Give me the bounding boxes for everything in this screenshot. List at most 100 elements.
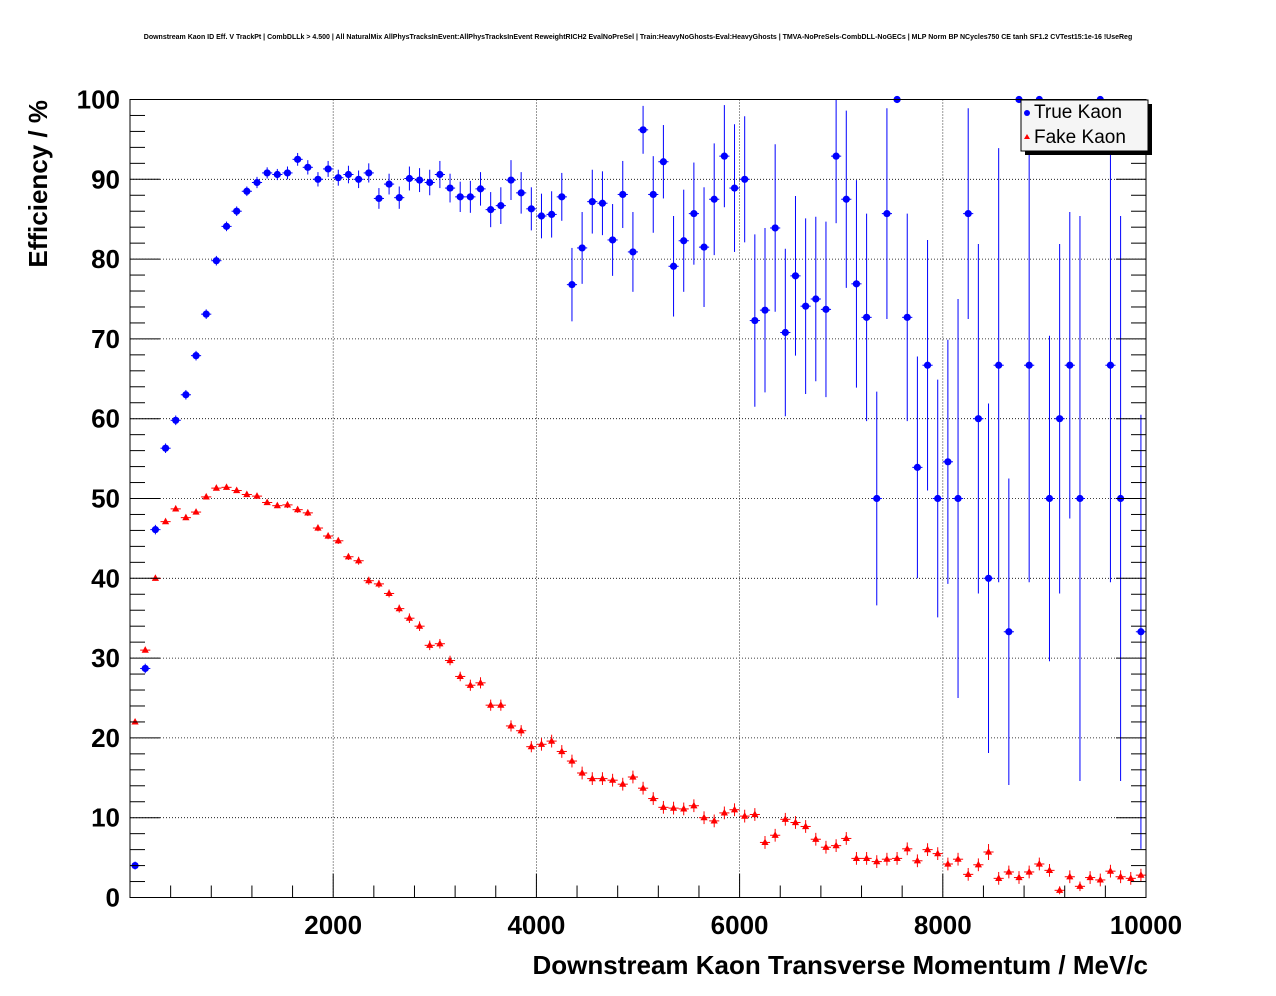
- fake-kaon-point: [151, 574, 159, 581]
- true-kaon-point: [304, 163, 312, 171]
- true-kaon-point: [537, 212, 546, 220]
- true-kaon-point: [182, 391, 190, 399]
- true-kaon-point: [578, 244, 586, 252]
- fake-kaon-point: [294, 505, 302, 513]
- fake-kaon-point: [588, 774, 596, 782]
- x-tick-label: 6000: [711, 910, 769, 940]
- true-kaon-point: [771, 224, 779, 232]
- fake-kaon-point: [893, 854, 901, 861]
- true-kaon-point: [690, 210, 698, 218]
- fake-kaon-point: [1035, 859, 1043, 867]
- fake-kaon-point: [1106, 867, 1115, 874]
- y-tick-label: 20: [91, 723, 120, 753]
- fake-kaon-point: [598, 774, 607, 782]
- fake-kaon-point: [913, 856, 921, 864]
- fake-kaon-point: [141, 646, 149, 653]
- true-kaon-point: [730, 184, 739, 192]
- true-kaon-point: [161, 444, 170, 452]
- y-tick-label: 10: [91, 803, 120, 833]
- fake-kaon-point: [1137, 871, 1145, 878]
- true-kaon-point: [476, 185, 485, 193]
- true-kaon-point: [385, 180, 393, 188]
- true-kaon-point: [568, 281, 576, 289]
- fake-kaon-point: [466, 681, 474, 688]
- true-kaon-point: [588, 198, 596, 206]
- true-kaon-point: [426, 178, 434, 187]
- fake-kaon-point: [192, 508, 200, 515]
- true-kaon-point: [334, 174, 342, 182]
- legend-fake-kaon-marker: [1024, 134, 1030, 139]
- x-tick-label: 2000: [304, 910, 362, 940]
- legend-true-kaon-marker: [1024, 110, 1030, 116]
- fake-kaon-point: [283, 500, 292, 508]
- fake-kaon-point: [903, 844, 911, 852]
- true-kaon-point: [852, 280, 861, 288]
- true-kaon-point: [781, 328, 789, 337]
- fake-kaon-point: [436, 639, 444, 647]
- y-tick-label: 100: [77, 85, 120, 115]
- fake-kaon-point: [791, 818, 800, 826]
- true-kaon-point: [466, 193, 474, 201]
- true-kaon-point: [832, 152, 840, 160]
- x-tick-label: 10000: [1110, 910, 1182, 940]
- true-kaon-point: [964, 210, 972, 218]
- fake-kaon-point: [415, 622, 424, 629]
- true-kaon-point: [415, 176, 424, 184]
- fake-kaon-point: [802, 822, 810, 830]
- legend-true-kaon-label: True Kaon: [1034, 102, 1122, 123]
- true-kaon-point: [995, 361, 1003, 369]
- true-kaon-point: [913, 463, 922, 471]
- true-kaon-point: [141, 664, 149, 673]
- true-kaon-point: [984, 574, 993, 582]
- axis-ticks: [130, 99, 1147, 898]
- true-kaon-point: [263, 169, 271, 177]
- true-kaon-point: [202, 310, 210, 318]
- plot-title: Downstream Kaon ID Eff. V TrackPt | Comb…: [143, 34, 1133, 41]
- true-kaon-point: [1106, 361, 1115, 369]
- true-kaon-point: [222, 222, 231, 230]
- true-kaon-point: [527, 205, 535, 213]
- legend-fake-kaon-label: Fake Kaon: [1034, 127, 1126, 148]
- true-kaon-point: [669, 262, 678, 270]
- x-tick-label: 8000: [914, 910, 972, 940]
- fake-kaon-point: [741, 812, 749, 819]
- y-tick-label: 80: [91, 244, 120, 274]
- true-kaon-point: [192, 352, 200, 360]
- true-kaon-point: [903, 313, 911, 321]
- true-kaon-point: [1005, 628, 1013, 636]
- true-kaon-point: [355, 175, 363, 183]
- grid: [130, 99, 1146, 898]
- fake-kaon-point: [761, 838, 769, 846]
- true-kaon-point: [1045, 494, 1054, 503]
- x-tick-label: 4000: [507, 910, 565, 940]
- y-tick-label: 50: [91, 484, 120, 514]
- fake-kaon-point: [710, 816, 718, 824]
- fake-kaon-point: [1005, 867, 1013, 875]
- fake-kaon-point: [222, 483, 231, 490]
- fake-kaon-point: [578, 769, 586, 776]
- y-tick-label: 60: [91, 404, 120, 434]
- fake-kaon-point: [527, 742, 535, 750]
- fake-kaon-point: [456, 672, 464, 680]
- true-kaon-point: [212, 257, 220, 265]
- fake-kaon-point: [548, 737, 556, 744]
- fake-kaon-point: [304, 508, 312, 516]
- true-kaon-point: [558, 193, 566, 201]
- true-kaon-point: [172, 416, 180, 424]
- fake-kaon-point: [161, 517, 170, 525]
- fake-kaon-point: [476, 678, 485, 686]
- true-kaon-point: [1066, 361, 1074, 369]
- true-kaon-point: [609, 236, 617, 244]
- fake-kaon-point: [537, 740, 546, 747]
- error-bars: [130, 99, 1146, 895]
- true-kaon-point: [598, 199, 607, 207]
- true-kaon-point: [365, 169, 373, 177]
- fake-kaon-point: [395, 604, 403, 612]
- true-kaon-point: [761, 306, 769, 314]
- true-kaon-point: [487, 206, 495, 214]
- fake-kaon-point: [730, 805, 739, 813]
- legend-box: [1020, 99, 1149, 152]
- true-kaon-point: [802, 302, 810, 310]
- fake-kaon-point: [781, 815, 789, 822]
- fake-kaon-point: [487, 701, 495, 708]
